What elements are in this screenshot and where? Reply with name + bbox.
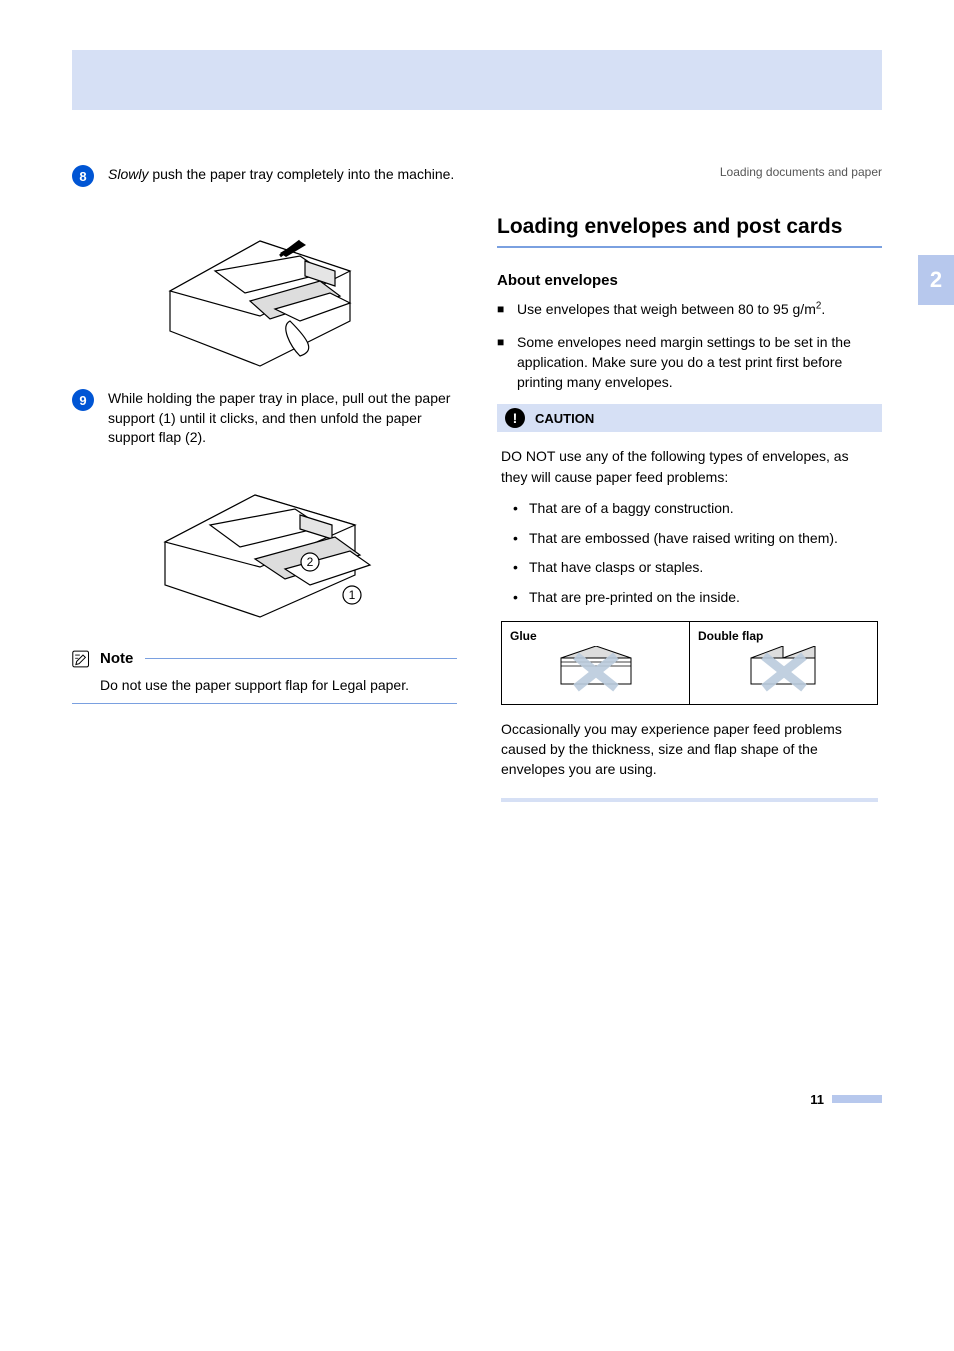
- caution-end-bar: [501, 798, 878, 802]
- printer-illustration-1: [150, 201, 380, 371]
- caution-list: •That are of a baggy construction. •That…: [501, 499, 878, 607]
- page-header-band: [0, 0, 954, 130]
- page-footer: 11: [0, 1092, 954, 1147]
- bullet-weight: ■ Use envelopes that weigh between 80 to…: [497, 299, 882, 319]
- step-number-8: 8: [72, 165, 94, 187]
- note-icon: [72, 650, 94, 668]
- square-bullet-icon: ■: [497, 332, 507, 393]
- step-8: 8 Slowly push the paper tray completely …: [72, 165, 457, 187]
- caution-item: •That are pre-printed on the inside.: [501, 588, 878, 608]
- callout-2: 2: [301, 553, 319, 571]
- caution-outro: Occasionally you may experience paper fe…: [501, 719, 878, 780]
- square-bullet-icon: ■: [497, 299, 507, 319]
- bullet1-post: .: [821, 301, 825, 317]
- step-9: 9 While holding the paper tray in place,…: [72, 389, 457, 448]
- figure-step-8: [72, 201, 457, 371]
- note-body: Do not use the paper support flap for Le…: [72, 670, 457, 705]
- page-number: 11: [810, 1092, 824, 1107]
- caution-item: •That have clasps or staples.: [501, 558, 878, 578]
- cell-label-double-flap: Double flap: [698, 629, 763, 643]
- caution-label: CAUTION: [535, 411, 594, 426]
- cell-label-glue: Glue: [510, 629, 537, 643]
- bullet-margin: ■ Some envelopes need margin settings to…: [497, 332, 882, 393]
- step-8-rest: push the paper tray completely into the …: [148, 166, 454, 182]
- footer-accent-bar: [832, 1095, 882, 1103]
- caution-item: •That are of a baggy construction.: [501, 499, 878, 519]
- step-9-text: While holding the paper tray in place, p…: [108, 389, 457, 448]
- printer-illustration-2: 2 1: [150, 462, 380, 632]
- sub-heading-about-envelopes: About envelopes: [497, 272, 882, 289]
- caution-item: •That are embossed (have raised writing …: [501, 529, 878, 549]
- envelope-types-table: Glue: [501, 621, 878, 704]
- step-number-9: 9: [72, 389, 94, 411]
- table-cell-double-flap: Double flap: [690, 622, 878, 704]
- right-column: Loading documents and paper 2 Loading en…: [497, 165, 882, 802]
- caution-header: ! CAUTION: [497, 404, 882, 432]
- callout-1: 1: [343, 586, 361, 604]
- section-heading: Loading envelopes and post cards: [497, 214, 882, 248]
- svg-text:1: 1: [348, 588, 355, 602]
- breadcrumb: Loading documents and paper: [497, 165, 882, 179]
- caution-body: DO NOT use any of the following types of…: [497, 432, 882, 801]
- chapter-tab: 2: [918, 255, 954, 305]
- envelope-bullets: ■ Use envelopes that weigh between 80 to…: [497, 299, 882, 392]
- step-8-text: Slowly push the paper tray completely in…: [108, 165, 457, 187]
- table-cell-glue: Glue: [502, 622, 690, 704]
- svg-text:2: 2: [306, 555, 313, 569]
- note-block: Note Do not use the paper support flap f…: [72, 650, 457, 705]
- caution-icon: !: [505, 408, 525, 428]
- bullet2-text: Some envelopes need margin settings to b…: [517, 332, 882, 393]
- note-label: Note: [100, 650, 133, 667]
- page-content: 8 Slowly push the paper tray completely …: [0, 130, 954, 802]
- figure-step-9: 2 1: [72, 462, 457, 632]
- left-column: 8 Slowly push the paper tray completely …: [72, 165, 457, 802]
- bullet1-pre: Use envelopes that weigh between 80 to 9…: [517, 301, 816, 317]
- step-8-italic: Slowly: [108, 166, 148, 182]
- envelope-double-flap-icon: [739, 646, 829, 696]
- envelope-glue-icon: [551, 646, 641, 696]
- caution-intro: DO NOT use any of the following types of…: [501, 446, 878, 487]
